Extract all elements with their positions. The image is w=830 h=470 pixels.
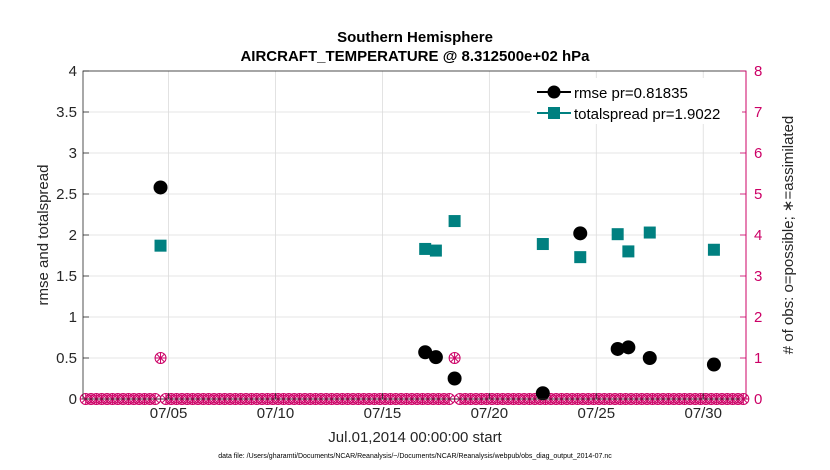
right-tick-label: 4: [754, 227, 762, 244]
x-tick-label: 07/15: [364, 405, 402, 422]
obs-assimilated-marker: [155, 352, 167, 364]
rmse-marker: [642, 351, 657, 365]
ticks: [83, 70, 747, 400]
x-tick-label: 07/30: [684, 405, 722, 422]
left-tick-label: 0.5: [56, 350, 77, 367]
totalspread-marker: [611, 228, 624, 241]
obs-assimilated-marker: [449, 352, 461, 364]
obs-assimilated-stroke: [156, 353, 165, 363]
left-tick-label: 1: [69, 309, 77, 326]
chart-title: Southern Hemisphere: [337, 29, 493, 46]
totalspread-marker: [154, 239, 167, 252]
rmse-marker: [621, 340, 636, 355]
right-tick-label: 6: [754, 145, 762, 162]
obs-assimilated-stroke: [450, 353, 459, 363]
rmse-marker: [428, 350, 443, 365]
rmse-marker: [573, 226, 588, 241]
plot-area: [79, 70, 750, 405]
left-tick-label: 2.5: [56, 186, 77, 203]
rmse-marker: [447, 371, 462, 386]
x-tick-label: 07/20: [471, 405, 509, 422]
legend-label-rmse: rmse pr=0.81835: [574, 85, 688, 102]
x-axis-label: Jul.01,2014 00:00:00 start: [328, 429, 502, 446]
left-tick-labels: 0 0.5 1 1.5 2 2.5 3 3.5 4: [56, 63, 77, 408]
rmse-marker: [610, 341, 625, 356]
rmse-marker: [535, 386, 550, 401]
y-axis-label-left: rmse and totalspread: [35, 165, 52, 306]
left-tick-label: 1.5: [56, 268, 77, 285]
rmse-marker: [418, 345, 433, 360]
y-axis-label-right: # of obs: o=possible; ∗=assimilated: [780, 116, 797, 355]
legend-marker-rmse: [547, 85, 561, 99]
right-tick-label: 0: [754, 391, 762, 408]
left-tick-label: 4: [69, 63, 77, 80]
x-tick-label: 07/05: [150, 405, 188, 422]
totalspread-marker: [622, 245, 635, 258]
legend-marker-totalspread: [548, 107, 560, 119]
left-tick-label: 3.5: [56, 104, 77, 121]
left-tick-label: 0: [69, 391, 77, 408]
totalspread-marker: [574, 251, 587, 264]
legend-box: [530, 78, 742, 124]
legend-label-totalspread: totalspread pr=1.9022: [574, 106, 720, 123]
rmse-marker: [706, 357, 721, 372]
right-tick-label: 1: [754, 350, 762, 367]
totalspread-marker: [429, 244, 442, 257]
footnote: data file: /Users/gharamti/Documents/NCA…: [218, 453, 612, 460]
totalspread-marker: [707, 243, 720, 256]
series-layer: [153, 180, 721, 401]
x-tick-label: 07/10: [257, 405, 295, 422]
totalspread-marker: [536, 238, 549, 251]
right-tick-label: 3: [754, 268, 762, 285]
left-tick-label: 3: [69, 145, 77, 162]
x-tick-label: 07/25: [578, 405, 616, 422]
legend: rmse pr=0.81835 totalspread pr=1.9022: [530, 78, 742, 124]
rmse-marker: [153, 180, 168, 195]
right-tick-label: 7: [754, 104, 762, 121]
totalspread-marker: [643, 226, 656, 239]
right-tick-label: 8: [754, 63, 762, 80]
totalspread-marker: [448, 215, 461, 228]
x-tick-labels: 07/05 07/10 07/15 07/20 07/25 07/30: [150, 405, 722, 422]
totalspread-marker: [419, 242, 432, 255]
right-tick-labels: 0 1 2 3 4 5 6 7 8: [754, 63, 762, 408]
left-tick-label: 2: [69, 227, 77, 244]
chart-subtitle: AIRCRAFT_TEMPERATURE @ 8.312500e+02 hPa: [240, 48, 590, 65]
right-tick-label: 2: [754, 309, 762, 326]
right-tick-label: 5: [754, 186, 762, 203]
